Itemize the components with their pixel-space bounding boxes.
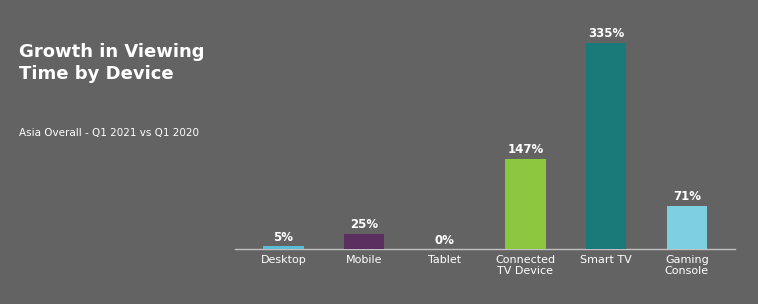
Bar (586, 43, 626, 249)
Bar (506, 159, 546, 249)
Text: Growth in Viewing
Time by Device: Growth in Viewing Time by Device (19, 43, 205, 84)
Bar (344, 234, 384, 249)
Text: 147%: 147% (507, 143, 543, 156)
Text: 25%: 25% (350, 218, 378, 231)
Text: 71%: 71% (673, 190, 701, 203)
Text: 0%: 0% (435, 234, 455, 247)
Text: Asia Overall - Q1 2021 vs Q1 2020: Asia Overall - Q1 2021 vs Q1 2020 (19, 128, 199, 137)
Bar (263, 246, 303, 249)
Bar (667, 206, 707, 249)
Text: 5%: 5% (274, 231, 293, 244)
Text: 335%: 335% (588, 27, 625, 40)
